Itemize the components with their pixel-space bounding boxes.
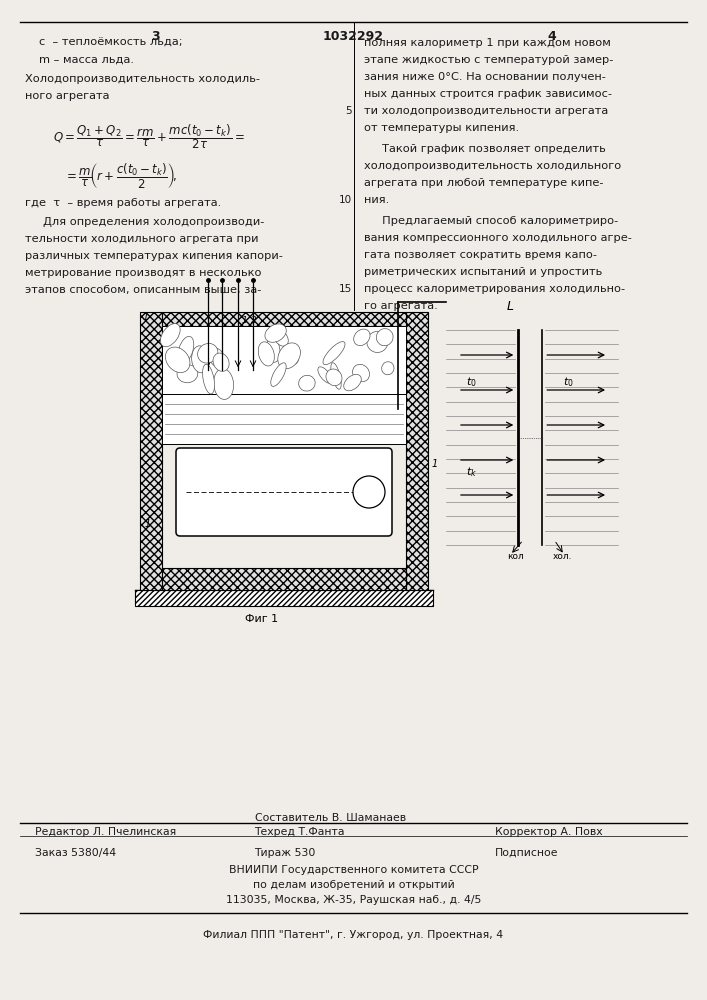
Ellipse shape [331,363,341,389]
Ellipse shape [318,367,332,383]
Ellipse shape [267,337,280,362]
Text: Тираж 530: Тираж 530 [255,848,316,858]
Ellipse shape [214,369,233,399]
Ellipse shape [278,343,300,369]
Ellipse shape [160,324,180,347]
Bar [140,312,162,590]
Ellipse shape [165,347,190,373]
Ellipse shape [274,329,288,346]
Ellipse shape [382,362,394,375]
Text: 10: 10 [339,195,352,205]
Text: холодопроизводительность холодильного: холодопроизводительность холодильного [364,161,621,171]
Text: Техред Т.Фанта: Техред Т.Фанта [255,827,345,837]
Text: ных данных строится график зависимос-: ных данных строится график зависимос- [364,89,612,99]
Ellipse shape [177,365,198,383]
Text: Фиг 1: Фиг 1 [245,614,278,624]
Text: 113035, Москва, Ж-35, Раушская наб., д. 4/5: 113035, Москва, Ж-35, Раушская наб., д. … [226,895,481,905]
Text: ного агрегата: ного агрегата [25,91,110,101]
Text: 2: 2 [251,316,257,325]
Ellipse shape [209,348,225,367]
Ellipse shape [326,369,342,386]
Text: Заказ 5380/44: Заказ 5380/44 [35,848,117,858]
FancyBboxPatch shape [176,448,392,536]
Text: Составитель В. Шаманаев: Составитель В. Шаманаев [255,813,406,823]
Ellipse shape [198,343,218,363]
Text: Такой график позволяет определить: Такой график позволяет определить [364,144,606,154]
Ellipse shape [192,346,209,373]
Text: ти холодопроизводительности агрегата: ти холодопроизводительности агрегата [364,106,608,116]
Ellipse shape [367,331,388,352]
Ellipse shape [265,324,286,342]
Text: 4: 4 [547,30,556,43]
Bar [162,326,406,394]
Text: по делам изобретений и открытий: по делам изобретений и открытий [252,880,455,890]
Ellipse shape [203,364,214,394]
Text: $t_0$: $t_0$ [563,375,573,389]
Text: с  – теплоёмкость льда;: с – теплоёмкость льда; [39,38,182,48]
Text: кол: кол [507,552,524,561]
Ellipse shape [178,336,194,364]
Text: Холодопроизводительность холодиль-: Холодопроизводительность холодиль- [25,74,260,84]
Text: 15: 15 [339,284,352,294]
Bar [406,312,428,590]
Text: 5: 5 [346,106,352,116]
Bar [162,312,406,326]
Text: го агрегата.: го агрегата. [364,301,438,311]
Text: $t_k$: $t_k$ [466,465,477,479]
Text: зания ниже 0°С. На основании получен-: зания ниже 0°С. На основании получен- [364,72,606,82]
Text: Редактор Л. Пчелинская: Редактор Л. Пчелинская [35,827,177,837]
Text: $t_0$: $t_0$ [466,375,477,389]
Text: 1: 1 [143,312,149,322]
Text: тельности холодильного агрегата при: тельности холодильного агрегата при [25,234,259,244]
Text: L: L [507,300,514,313]
Bar [162,568,406,590]
Text: $= \dfrac{m}{\tau}\!\left(r + \dfrac{c(t_0-t_k)}{2}\right)\!,$: $= \dfrac{m}{\tau}\!\left(r + \dfrac{c(t… [64,162,177,191]
Text: 3: 3 [151,30,160,43]
Text: Подписное: Подписное [495,848,559,858]
Text: 1032292: 1032292 [323,30,384,43]
Text: Филиал ППП "Патент", г. Ужгород, ул. Проектная, 4: Филиал ППП "Патент", г. Ужгород, ул. Про… [204,930,503,940]
Text: $Q = \dfrac{Q_1+Q_2}{\tau} = \dfrac{rm}{\tau} + \dfrac{mc(t_0-t_k)}{2\tau} =$: $Q = \dfrac{Q_1+Q_2}{\tau} = \dfrac{rm}{… [53,122,245,151]
Text: процесс калориметрирования холодильно-: процесс калориметрирования холодильно- [364,284,625,294]
Ellipse shape [344,374,361,391]
Text: 1: 1 [432,459,438,469]
Ellipse shape [323,342,345,365]
Text: полняя калориметр 1 при каждом новом: полняя калориметр 1 при каждом новом [364,38,611,48]
Text: гата позволяет сократить время капо-: гата позволяет сократить время капо- [364,250,597,260]
Text: где  τ  – время работы агрегата.: где τ – время работы агрегата. [25,198,222,208]
Text: метрирование производят в несколько: метрирование производят в несколько [25,268,262,278]
Ellipse shape [354,329,370,346]
Ellipse shape [271,363,286,386]
Text: Корректор А. Повх: Корректор А. Повх [495,827,602,837]
Text: 1: 1 [145,519,151,529]
Circle shape [353,476,385,508]
Text: агрегата при любой температуре кипе-: агрегата при любой температуре кипе- [364,178,604,188]
Ellipse shape [298,375,315,391]
Text: вания компрессионного холодильного агре-: вания компрессионного холодильного агре- [364,233,632,243]
Text: хол.: хол. [553,552,572,561]
Ellipse shape [287,351,298,365]
Ellipse shape [376,329,393,346]
Text: 1: 1 [242,316,247,325]
Text: этапов способом, описанным выше, за-: этапов способом, описанным выше, за- [25,285,262,295]
Ellipse shape [258,342,274,366]
Text: ния.: ния. [364,195,390,205]
Bar [135,590,433,606]
Text: Для определения холодопроизводи-: Для определения холодопроизводи- [25,217,265,227]
Text: Предлагаемый способ калориметриро-: Предлагаемый способ калориметриро- [364,216,619,226]
Bar [162,394,406,444]
Text: различных температурах кипения капори-: различных температурах кипения капори- [25,251,284,261]
Ellipse shape [213,353,229,371]
Ellipse shape [353,364,370,382]
Text: от температуры кипения.: от температуры кипения. [364,123,519,133]
Text: риметрических испытаний и упростить: риметрических испытаний и упростить [364,267,602,277]
Text: ВНИИПИ Государственного комитета СССР: ВНИИПИ Государственного комитета СССР [228,865,479,875]
Text: этапе жидкостью с температурой замер-: этапе жидкостью с температурой замер- [364,55,614,65]
Text: m – масса льда.: m – масса льда. [39,55,134,65]
